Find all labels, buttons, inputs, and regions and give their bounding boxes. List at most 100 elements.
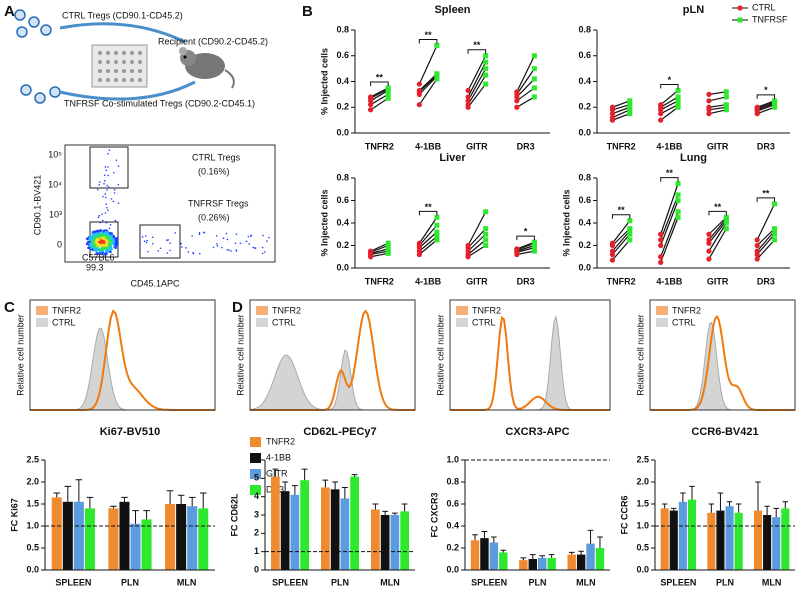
flow-dot	[157, 249, 160, 252]
y-tick-label: 0.6	[446, 498, 459, 508]
dot	[706, 98, 712, 104]
flow-dot	[101, 240, 104, 244]
significance-bracket	[370, 81, 389, 86]
flow-dot	[97, 243, 101, 247]
legend-label: TNFR2	[52, 305, 81, 315]
flow-dot	[110, 197, 113, 200]
error-bar	[291, 485, 298, 495]
error-bar	[587, 529, 594, 544]
dot	[465, 242, 471, 249]
pair-line	[516, 96, 535, 108]
y-tick-label: 0.2	[336, 240, 349, 250]
x-tick-label: 4-1BB	[415, 276, 442, 286]
dot	[706, 231, 712, 237]
pair-line	[756, 239, 776, 260]
bar	[300, 480, 309, 570]
flow-dot	[109, 223, 112, 226]
flow-dot	[192, 251, 194, 254]
bar	[660, 508, 669, 570]
dot	[434, 42, 440, 48]
flow-dot	[88, 238, 92, 241]
error-bar	[491, 536, 497, 543]
error-bar	[500, 549, 507, 553]
legend-label: 4-1BB	[266, 452, 291, 462]
dot	[483, 209, 489, 215]
error-bar	[132, 510, 139, 524]
dot	[531, 53, 537, 59]
pair-line	[516, 68, 535, 95]
significance-bracket	[467, 49, 487, 54]
bar	[576, 554, 586, 570]
dot	[609, 104, 616, 110]
error-bar	[708, 503, 715, 513]
legend-swatch	[656, 318, 668, 327]
pair-line	[660, 217, 679, 263]
plate-wells	[98, 51, 142, 82]
y-tick-label: 0.4	[336, 217, 349, 227]
flow-dot	[166, 239, 168, 242]
flow-dot	[101, 251, 104, 255]
flow-dot	[216, 245, 219, 247]
flow-dot	[106, 206, 108, 209]
legend-label: TNFRSF	[752, 14, 788, 24]
dot	[658, 111, 664, 117]
significance-label: **	[762, 188, 770, 198]
dot	[609, 248, 616, 254]
dot	[609, 257, 616, 263]
error-bar	[332, 481, 339, 490]
gate-label: 99.3	[86, 262, 104, 272]
dot	[531, 239, 537, 245]
x-tick-label: PLN	[121, 577, 139, 587]
flow-dot	[103, 174, 106, 177]
y-tick-label: 0.8	[578, 24, 591, 34]
bar	[271, 476, 280, 570]
mouse	[179, 47, 235, 89]
flow-dot	[107, 186, 110, 188]
significance-bracket	[660, 84, 679, 89]
bar	[400, 511, 409, 570]
y-tick-label: 0	[57, 239, 62, 249]
y-tick-label: 2.0	[636, 476, 649, 486]
pair-line	[418, 236, 438, 252]
x-tick-label: TNFR2	[365, 141, 394, 151]
x-tick-label: 4-1BB	[656, 141, 683, 151]
dot	[609, 240, 616, 246]
legend-label: TNFR2	[272, 305, 301, 315]
legend-swatch	[456, 306, 468, 315]
cells	[14, 9, 61, 104]
flow-dot	[108, 227, 111, 230]
flow-dot	[115, 159, 118, 162]
x-tick-label: DR3	[517, 276, 535, 286]
error-bar	[568, 551, 575, 555]
dot	[483, 243, 489, 248]
pair-line	[660, 200, 679, 246]
pair-line	[660, 100, 679, 111]
flow-dot	[167, 239, 169, 241]
flow-dot	[263, 251, 266, 253]
legend-swatch	[250, 437, 261, 447]
y-tick-label: 0.8	[336, 172, 349, 182]
flow-dot	[113, 192, 116, 194]
error-bar	[671, 507, 677, 511]
legend-swatch	[256, 318, 268, 327]
dot	[706, 237, 712, 243]
flow-dot	[104, 239, 108, 242]
dot	[465, 102, 471, 108]
dot	[706, 104, 712, 110]
y-tick-label: 0.6	[336, 50, 349, 60]
dot	[483, 59, 489, 65]
dot	[772, 237, 778, 243]
y-tick-label: 0.8	[578, 172, 591, 182]
y-axis-label: FC CD62L	[229, 493, 239, 537]
bar	[567, 554, 576, 570]
pair-line	[612, 104, 630, 111]
error-bar	[755, 481, 761, 511]
pair-line	[467, 211, 487, 246]
dot	[754, 248, 760, 254]
y-tick-label: 1	[254, 546, 259, 556]
dot	[434, 214, 440, 220]
error-bar	[301, 468, 308, 481]
pair-line	[467, 239, 487, 255]
schematic-label: CTRL Tregs (CD90.1-CD45.2)	[62, 10, 183, 20]
flow-dot	[107, 166, 109, 168]
